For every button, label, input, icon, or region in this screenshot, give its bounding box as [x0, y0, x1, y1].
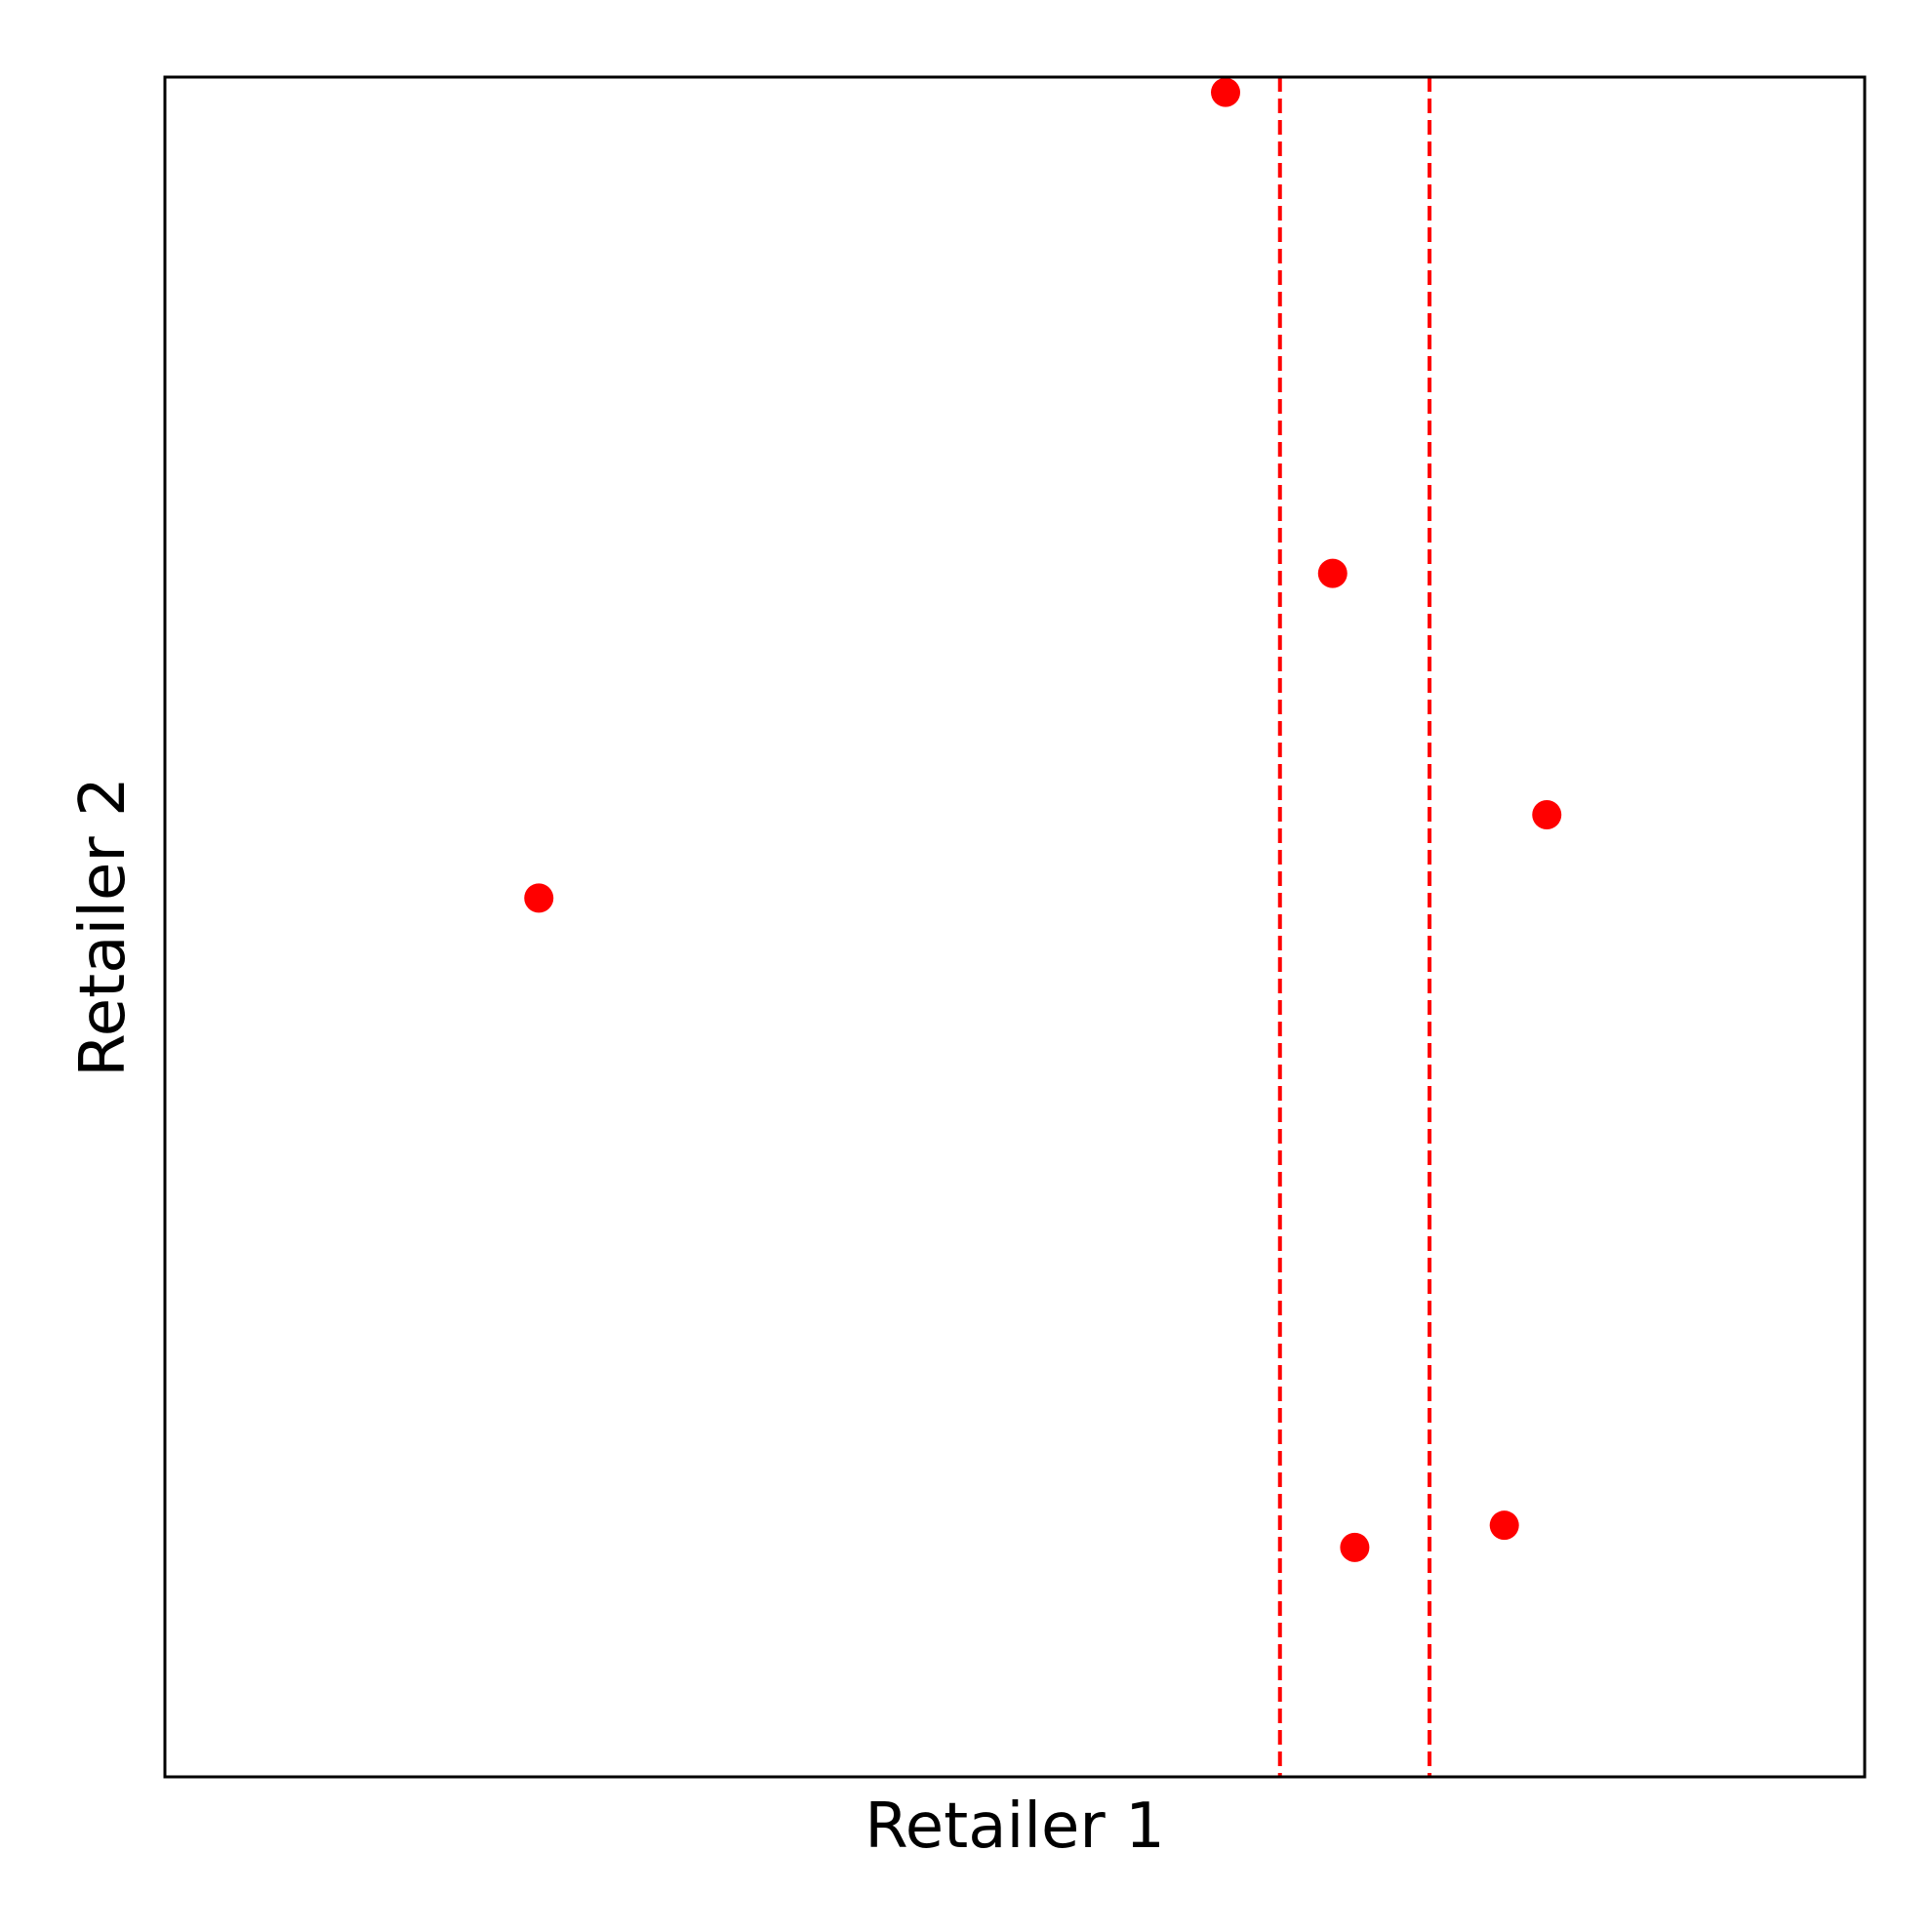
scatter-point-6 — [1340, 1532, 1370, 1562]
scatter-point-5 — [1489, 1510, 1519, 1541]
scatter-point-4 — [524, 883, 554, 913]
y-axis-label: Retailer 2 — [67, 777, 140, 1077]
scatter-point-3 — [1532, 800, 1562, 830]
x-axis-label: Retailer 1 — [865, 1791, 1165, 1863]
plot-frame — [163, 75, 1867, 1779]
scatter-point-1 — [1211, 77, 1241, 107]
scatter-point-2 — [1317, 558, 1348, 588]
plot-area — [524, 77, 1562, 1777]
